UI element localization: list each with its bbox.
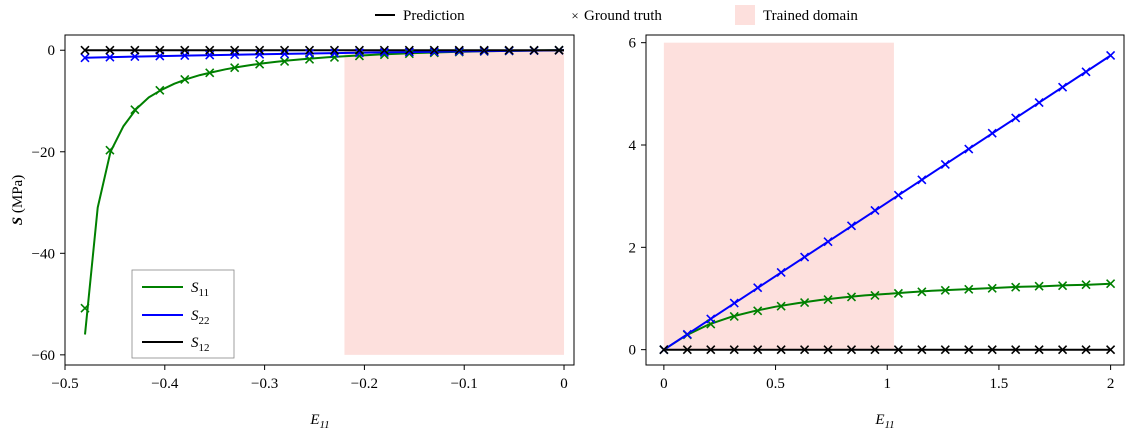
left-y-tick-label: −20 (32, 145, 55, 161)
left-x-tick-label: −0.2 (351, 376, 378, 392)
left-x-tick-label: 0 (560, 376, 568, 392)
right-x-tick-label: 0 (660, 376, 668, 392)
left-x-tick-label: −0.4 (151, 376, 179, 392)
right-y-tick-label: 2 (629, 240, 637, 256)
ground-truth-legend-label: Ground truth (584, 8, 662, 24)
left-x-axis-title: E11 (309, 412, 329, 431)
right-x-tick-label: 0.5 (766, 376, 785, 392)
left-x-tick-label: −0.1 (451, 376, 478, 392)
left-plot: −0.5 −0.4 −0.3 −0.2 −0.1 0 −60 −40 −20 0 E11 S (M… (10, 35, 574, 431)
series-legend: S11 S22 S12 (132, 270, 234, 358)
right-s22-ground-truth-marker (1107, 51, 1115, 59)
right-s22-ground-truth-marker (918, 176, 926, 184)
right-s22-ground-truth-marker (1035, 99, 1043, 107)
left-y-tick-label: −60 (32, 348, 55, 364)
left-y-axis-title: S (MPa) (10, 175, 26, 225)
right-x-tick-label: 2 (1107, 376, 1115, 392)
left-x-tick-label: −0.5 (51, 376, 78, 392)
trained-domain-legend-label: Trained domain (763, 8, 858, 24)
right-x-tick-label: 1.5 (990, 376, 1009, 392)
right-s22-ground-truth-marker (965, 145, 973, 153)
right-plot: 0 0.5 1 1.5 2 0 2 4 6 E11 (629, 35, 1125, 431)
ground-truth-legend-marker: × (571, 8, 578, 23)
right-s22-ground-truth-marker (941, 160, 949, 168)
trained-domain-legend-swatch (735, 5, 755, 25)
top-legend: Prediction × Ground truth Trained domain (375, 5, 858, 25)
right-s22-ground-truth-marker (894, 191, 902, 199)
left-x-tick-label: −0.3 (251, 376, 278, 392)
right-y-tick-label: 0 (629, 343, 637, 359)
right-x-axis-title: E11 (874, 412, 894, 431)
right-y-tick-label: 6 (629, 36, 637, 52)
right-y-tick-label: 4 (629, 138, 637, 154)
left-y-tick-label: 0 (48, 43, 56, 59)
right-x-tick-label: 1 (883, 376, 891, 392)
right-s22-ground-truth-marker (1012, 114, 1020, 122)
right-s22-ground-truth-marker (1059, 83, 1067, 91)
right-s22-ground-truth-marker (1082, 68, 1090, 76)
right-s22-ground-truth-marker (988, 129, 996, 137)
left-y-tick-label: −40 (32, 246, 55, 262)
prediction-legend-label: Prediction (403, 8, 465, 24)
left-trained-domain-region (344, 50, 564, 355)
